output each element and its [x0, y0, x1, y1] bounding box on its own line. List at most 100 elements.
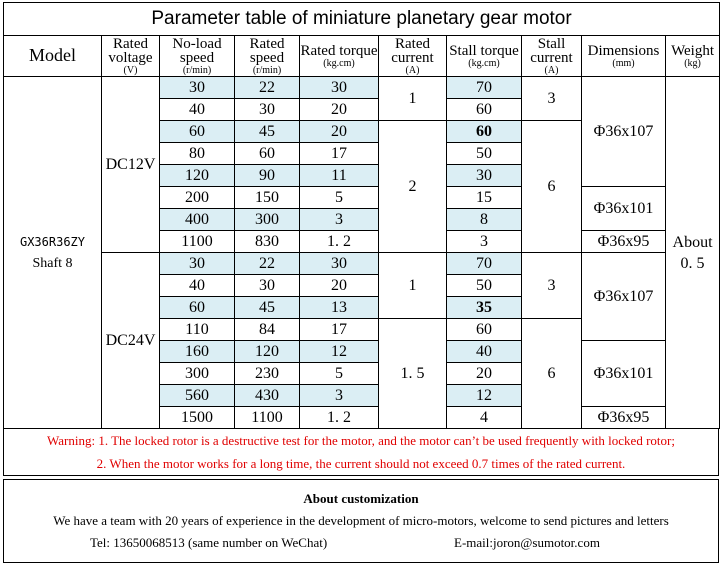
header-cell: Rated voltage (V) [101, 35, 160, 77]
data-row: 60 45 20 2 60 6 [4, 120, 720, 253]
telephone: Tel: 13650068513 (same number on WeChat) [90, 535, 328, 550]
warning-line: 2. When the motor works for a long time,… [96, 456, 626, 471]
rated-speed: 90 [234, 164, 300, 187]
no-load-speed: 80 [159, 142, 235, 165]
model-name: GX36R36ZY [19, 234, 86, 249]
no-load-speed: 1100 [159, 230, 235, 253]
email: E-mail:joron@sumotor.com [454, 535, 600, 550]
stall-torque: 20 [446, 362, 522, 385]
model-shaft: Shaft 8 [32, 255, 73, 271]
rated-speed: 430 [234, 384, 300, 407]
header-cell: Stall torque (kg.cm) [446, 35, 522, 77]
data-row: GX36R36ZY Shaft 8 DC12V 30 22 30 1 70 3 Φ36x107 Ab… [3, 76, 721, 429]
no-load-speed: 30 [159, 76, 235, 99]
header-name: Stall current [530, 35, 573, 66]
no-load-speed: 110 [159, 318, 235, 341]
weight-line: About [672, 233, 713, 251]
header-cell: Rated speed (r/min) [234, 35, 300, 77]
header-unit: (kg) [684, 57, 701, 69]
header-name: Model [29, 45, 76, 65]
no-load-speed: 300 [159, 362, 235, 385]
rated-speed: 45 [234, 120, 300, 143]
rated-speed: 1100 [234, 406, 300, 429]
rated-torque: 13 [299, 296, 379, 319]
header-name: Weight [671, 42, 715, 59]
warning-box: Warning: 1. The locked rotor is a destru… [3, 429, 719, 476]
no-load-speed: 160 [159, 340, 235, 363]
voltage-cell: DC12V [101, 76, 160, 253]
rated-speed: 830 [234, 230, 300, 253]
data-row: 200 150 5 15 Φ36x101 [4, 186, 720, 231]
rated-torque: 1. 2 [299, 230, 379, 253]
data-row: 300 230 5 20 [4, 362, 720, 385]
customization-box: About customization We have a team with … [3, 479, 719, 563]
no-load-speed: 40 [159, 274, 235, 297]
stall-torque: 15 [446, 186, 522, 209]
header-name: Rated speed [249, 35, 285, 66]
stall-torque: 35 [446, 296, 522, 319]
rated-speed: 22 [234, 76, 300, 99]
data-row: DC24V 30 22 30 1 70 3 Φ36x107 [4, 252, 720, 429]
rated-torque: 17 [299, 318, 379, 341]
dimensions: Φ36x95 [581, 406, 666, 429]
rated-torque: 3 [299, 384, 379, 407]
data-row: 160 120 12 40 Φ36x101 [4, 340, 720, 407]
header-name: Rated current [391, 35, 434, 66]
rated-torque: 20 [299, 98, 379, 121]
rated-speed: 22 [234, 252, 300, 275]
dimensions: Φ36x107 [581, 76, 666, 187]
no-load-speed: 1500 [159, 406, 235, 429]
rated-torque: 1. 2 [299, 406, 379, 429]
header-cell: Stall current (A) [521, 35, 582, 77]
stall-current: 3 [521, 76, 582, 121]
no-load-speed: 60 [159, 120, 235, 143]
stall-torque: 70 [446, 252, 522, 275]
header-cell: Model [3, 35, 102, 77]
header-unit: (mm) [612, 57, 635, 69]
rated-current: 1. 5 [378, 318, 447, 429]
warning-line: Warning: 1. The locked rotor is a destru… [47, 433, 675, 448]
rated-speed: 30 [234, 98, 300, 121]
rated-torque: 20 [299, 274, 379, 297]
no-load-speed: 60 [159, 296, 235, 319]
voltage-cell: DC24V [101, 252, 160, 429]
no-load-speed: 120 [159, 164, 235, 187]
header-unit: (A) [544, 64, 559, 76]
header-cell: Weight (kg) [664, 35, 721, 77]
header-cell: Rated torque (kg.cm) [299, 35, 379, 77]
dimensions: Φ36x95 [581, 230, 666, 253]
stall-torque: 70 [446, 76, 522, 99]
weight-line: 0. 5 [680, 254, 705, 272]
contact-row: Tel: 13650068513 (same number on WeChat)… [4, 532, 718, 554]
stall-torque: 60 [446, 318, 522, 341]
rated-speed: 84 [234, 318, 300, 341]
stall-torque: 50 [446, 142, 522, 165]
stall-torque: 40 [446, 340, 522, 363]
header-cell: No-load speed (r/min) [159, 35, 235, 77]
header-cell: Dimensions (mm) [581, 35, 666, 77]
rated-speed: 300 [234, 208, 300, 231]
stall-torque: 12 [446, 384, 522, 407]
rated-torque: 20 [299, 120, 379, 143]
header-unit: (kg.cm) [468, 57, 500, 69]
header-name: Stall torque [449, 42, 519, 59]
rated-torque: 17 [299, 142, 379, 165]
data-row: 80 60 17 50 [4, 142, 720, 165]
stall-torque: 8 [446, 208, 522, 231]
stall-torque: 60 [446, 120, 522, 143]
rated-speed: 120 [234, 340, 300, 363]
rated-current: 2 [378, 120, 447, 253]
header-name: Rated torque [300, 42, 378, 59]
header-name: Rated voltage [108, 35, 153, 66]
header-name: Dimensions [587, 42, 660, 59]
stall-torque: 30 [446, 164, 522, 187]
rated-torque: 5 [299, 186, 379, 209]
stall-torque: 50 [446, 274, 522, 297]
header-unit: (V) [123, 64, 138, 76]
rated-speed: 60 [234, 142, 300, 165]
rated-torque: 3 [299, 208, 379, 231]
rated-torque: 30 [299, 76, 379, 99]
header-name: No-load speed [172, 35, 222, 66]
